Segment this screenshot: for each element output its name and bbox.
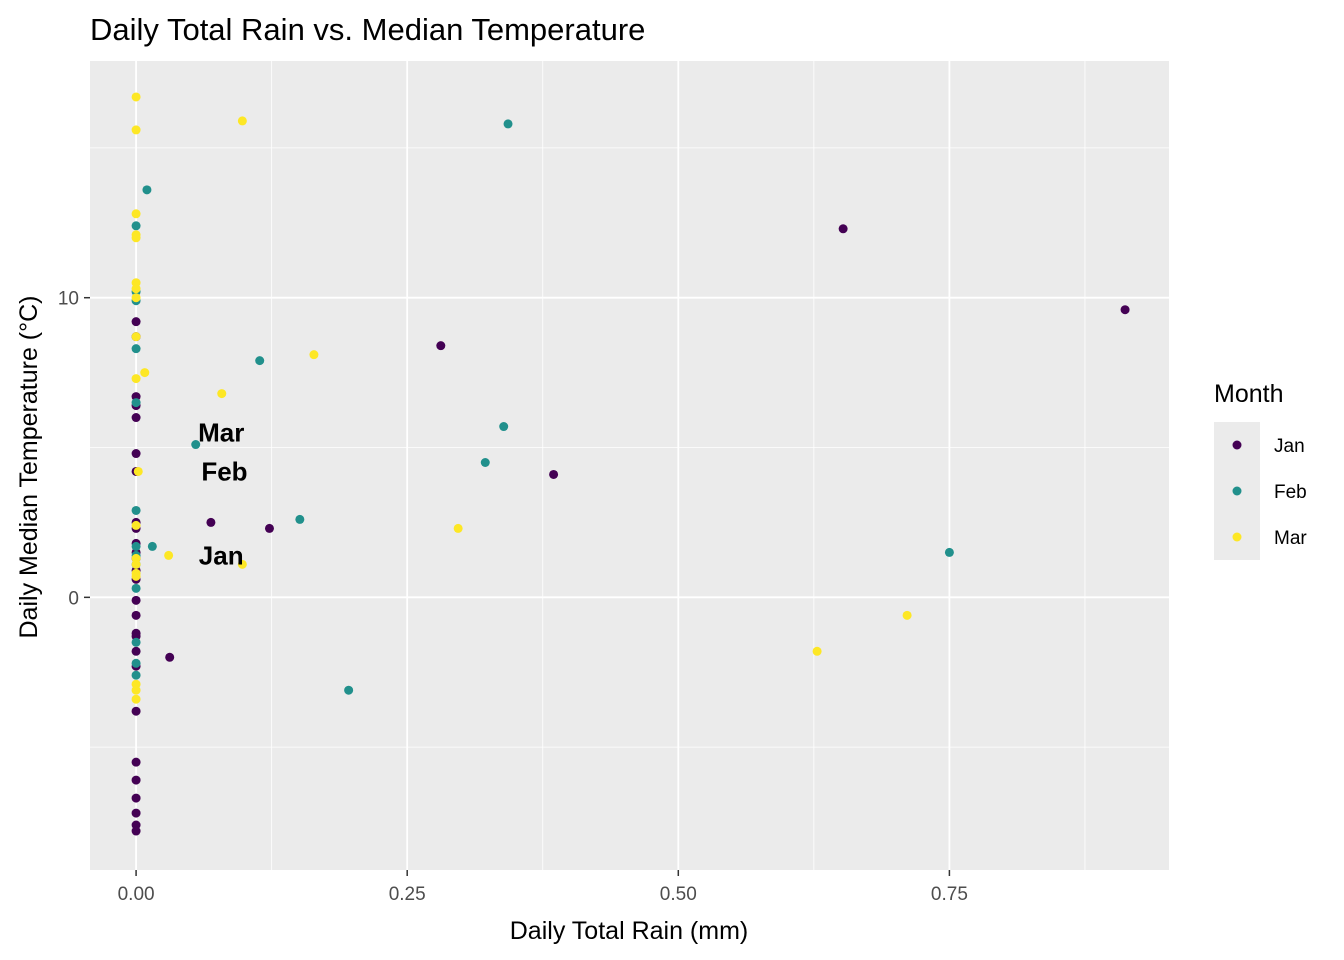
data-point-jan — [436, 341, 446, 351]
y-axis-title: Daily Median Temperature (°C) — [15, 296, 43, 639]
x-tick-label: 0.75 — [931, 884, 968, 905]
data-point-jan — [131, 757, 141, 767]
data-point-mar — [131, 571, 141, 581]
data-point-feb — [131, 541, 141, 551]
data-point-feb — [147, 541, 157, 551]
chart-title: Daily Total Rain vs. Median Temperature — [90, 12, 645, 47]
data-point-jan — [131, 808, 141, 818]
data-point-mar — [131, 293, 141, 303]
data-point-feb — [131, 637, 141, 647]
data-point-jan — [131, 793, 141, 803]
data-point-jan — [264, 523, 274, 533]
x-tick-label: 0.00 — [118, 884, 155, 905]
data-point-mar — [237, 559, 247, 569]
data-point-mar — [131, 92, 141, 102]
x-axis: 0.00 0.25 0.50 0.75 — [118, 870, 968, 905]
data-point-jan — [131, 610, 141, 620]
data-point-feb — [480, 458, 490, 468]
data-point-jan — [131, 595, 141, 605]
data-point-mar — [309, 350, 319, 360]
data-point-feb — [131, 583, 141, 593]
y-tick-label: 0 — [68, 588, 79, 609]
legend-label-jan: Jan — [1274, 436, 1305, 457]
data-points — [131, 92, 1130, 836]
data-point-jan — [549, 469, 559, 479]
annotation-jan: Jan — [199, 540, 244, 570]
data-point-mar — [131, 559, 141, 569]
data-point-mar — [453, 523, 463, 533]
data-point-mar — [217, 389, 227, 399]
data-point-mar — [131, 284, 141, 294]
data-point-feb — [131, 658, 141, 668]
data-point-jan — [131, 449, 141, 459]
data-point-mar — [131, 685, 141, 695]
data-point-feb — [131, 221, 141, 231]
data-point-jan — [838, 224, 848, 234]
y-axis: 0 10 — [58, 289, 90, 609]
data-point-jan — [131, 646, 141, 656]
data-point-feb — [295, 514, 305, 524]
data-point-mar — [133, 466, 143, 476]
data-point-feb — [191, 440, 201, 450]
data-point-feb — [131, 344, 141, 354]
y-tick-label: 10 — [58, 289, 79, 310]
legend-key-mar — [1232, 532, 1242, 542]
data-point-feb — [131, 505, 141, 515]
legend-label-mar: Mar — [1274, 528, 1307, 549]
plot-panel: Mar Feb Jan — [90, 61, 1169, 870]
data-point-mar — [131, 332, 141, 342]
data-point-feb — [499, 422, 509, 432]
data-point-mar — [131, 520, 141, 530]
data-point-feb — [255, 356, 265, 366]
data-point-mar — [812, 646, 822, 656]
legend-key-jan — [1232, 440, 1242, 450]
legend-key-feb — [1232, 486, 1242, 496]
annotation-mar: Mar — [198, 418, 244, 448]
data-point-mar — [131, 233, 141, 243]
data-point-mar — [131, 125, 141, 135]
data-point-jan — [131, 317, 141, 327]
data-point-mar — [131, 694, 141, 704]
data-point-mar — [902, 610, 912, 620]
data-point-jan — [131, 775, 141, 785]
data-point-jan — [131, 826, 141, 836]
data-point-mar — [164, 550, 174, 560]
data-point-feb — [344, 685, 354, 695]
data-point-feb — [142, 185, 152, 195]
data-point-feb — [131, 670, 141, 680]
x-axis-title: Daily Total Rain (mm) — [510, 917, 748, 945]
annotation-feb: Feb — [201, 456, 247, 486]
data-point-jan — [165, 652, 175, 662]
data-point-mar — [131, 374, 141, 384]
data-point-jan — [1120, 305, 1130, 315]
legend-title: Month — [1214, 380, 1283, 408]
data-point-mar — [237, 116, 247, 126]
legend: Month Jan Feb Mar — [1214, 380, 1307, 560]
data-point-feb — [131, 398, 141, 408]
panel-background — [90, 61, 1169, 870]
data-point-jan — [131, 628, 141, 638]
data-point-jan — [206, 517, 216, 527]
legend-label-feb: Feb — [1274, 482, 1307, 503]
data-point-jan — [131, 706, 141, 716]
x-tick-label: 0.50 — [660, 884, 697, 905]
data-point-mar — [131, 209, 141, 219]
data-point-feb — [503, 119, 513, 129]
data-point-jan — [131, 413, 141, 423]
data-point-mar — [140, 368, 150, 378]
data-point-feb — [944, 547, 954, 557]
x-tick-label: 0.25 — [389, 884, 426, 905]
